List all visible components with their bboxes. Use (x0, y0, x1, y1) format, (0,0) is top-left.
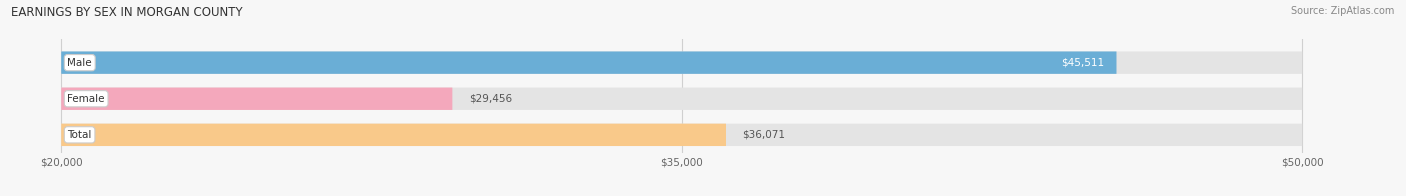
Text: Female: Female (67, 94, 105, 104)
FancyBboxPatch shape (62, 124, 725, 146)
Text: $45,511: $45,511 (1062, 58, 1104, 68)
FancyBboxPatch shape (62, 88, 1302, 110)
FancyBboxPatch shape (62, 124, 1302, 146)
FancyBboxPatch shape (62, 52, 1116, 74)
FancyBboxPatch shape (62, 88, 453, 110)
Text: $36,071: $36,071 (742, 130, 786, 140)
Text: Total: Total (67, 130, 91, 140)
Text: EARNINGS BY SEX IN MORGAN COUNTY: EARNINGS BY SEX IN MORGAN COUNTY (11, 6, 243, 19)
Text: $29,456: $29,456 (470, 94, 512, 104)
Text: Male: Male (67, 58, 91, 68)
Text: Source: ZipAtlas.com: Source: ZipAtlas.com (1291, 6, 1395, 16)
FancyBboxPatch shape (62, 52, 1302, 74)
